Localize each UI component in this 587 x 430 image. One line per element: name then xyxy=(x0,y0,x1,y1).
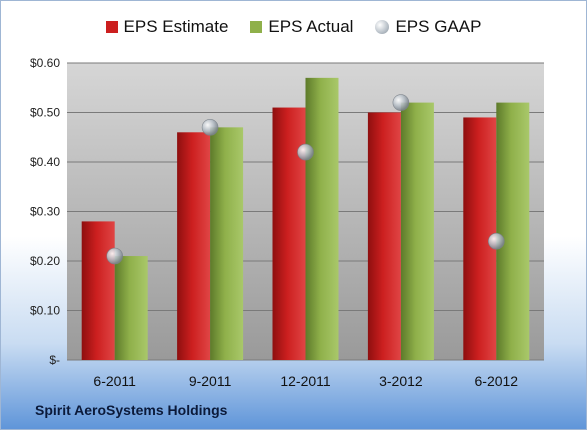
bar-eps-actual xyxy=(210,127,244,360)
y-tick-label: $0.10 xyxy=(30,304,60,318)
bar-eps-actual xyxy=(400,102,434,360)
bar-eps-actual xyxy=(496,102,530,360)
point-eps-gaap xyxy=(392,94,410,111)
bar-eps-actual xyxy=(114,256,148,360)
bar-eps-estimate xyxy=(367,112,401,360)
x-tick-label: 9-2011 xyxy=(189,373,232,389)
legend-item-estimate: EPS Estimate xyxy=(105,17,229,37)
point-eps-gaap xyxy=(201,119,219,136)
y-tick-label: $0.50 xyxy=(30,106,60,120)
y-tick-label: $- xyxy=(49,353,60,367)
legend-label-gaap: EPS GAAP xyxy=(395,17,482,36)
x-tick-label: 6-2011 xyxy=(93,373,136,389)
x-tick-label: 6-2012 xyxy=(475,373,519,389)
legend-swatch-estimate xyxy=(105,21,118,33)
legend-swatch-actual xyxy=(250,21,263,33)
legend: EPS Estimate EPS Actual EPS GAAP xyxy=(1,17,586,37)
legend-item-gaap: EPS GAAP xyxy=(375,17,481,37)
y-tick-label: $0.20 xyxy=(30,254,60,268)
bar-eps-actual xyxy=(305,77,339,360)
x-tick-label: 3-2012 xyxy=(379,373,423,389)
point-eps-gaap xyxy=(487,232,505,250)
point-eps-gaap xyxy=(297,143,314,161)
y-tick-label: $0.30 xyxy=(30,205,60,219)
y-tick-label: $0.40 xyxy=(30,155,60,169)
company-name: Spirit AeroSystems Holdings xyxy=(35,402,228,418)
legend-label-actual: EPS Actual xyxy=(268,17,354,36)
bar-eps-estimate xyxy=(272,107,306,360)
point-eps-gaap xyxy=(106,247,123,265)
legend-label-estimate: EPS Estimate xyxy=(123,17,229,36)
bar-eps-estimate xyxy=(177,132,211,360)
legend-item-actual: EPS Actual xyxy=(250,17,353,37)
legend-swatch-gaap xyxy=(375,20,390,34)
y-tick-label: $0.60 xyxy=(30,56,60,70)
x-tick-label: 12-2011 xyxy=(280,373,331,389)
bar-eps-estimate xyxy=(81,221,115,360)
